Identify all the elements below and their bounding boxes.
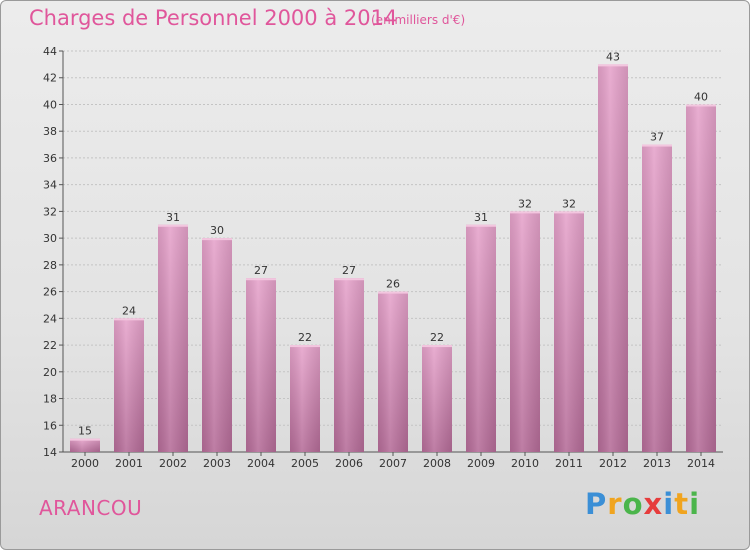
x-tick-label: 2009 (467, 457, 495, 470)
y-tick-label: 32 (43, 205, 57, 218)
bar-shade (686, 104, 716, 452)
bar-shade (334, 278, 364, 452)
y-tick-label: 24 (43, 312, 57, 325)
bar-top-highlight (686, 104, 716, 107)
data-label: 24 (122, 304, 136, 317)
logo-letter: i (663, 487, 675, 521)
y-tick-label: 40 (43, 98, 57, 111)
y-tick-label: 26 (43, 286, 57, 299)
bars (70, 64, 716, 453)
x-tick-label: 2000 (71, 457, 99, 470)
x-tick-label: 2013 (643, 457, 671, 470)
x-tick-label: 2010 (511, 457, 539, 470)
bar-top-highlight (158, 224, 188, 227)
logo-letter: r (607, 487, 623, 521)
bar-top-highlight (642, 144, 672, 147)
y-tick-label: 38 (43, 125, 57, 138)
data-label: 22 (430, 331, 444, 344)
commune-name: ARANCOU (39, 496, 143, 520)
bar-top-highlight (554, 211, 584, 214)
data-label: 37 (650, 131, 664, 144)
data-label: 26 (386, 278, 400, 291)
x-tick-label: 2007 (379, 457, 407, 470)
logo-letter: x (643, 487, 664, 521)
bar-top-highlight (334, 278, 364, 281)
chart-subtitle: (en milliers d'€) (371, 13, 466, 27)
bar-shade (378, 291, 408, 452)
data-label: 31 (166, 211, 180, 224)
x-tick-label: 2003 (203, 457, 231, 470)
bar-shade (202, 238, 232, 452)
bar-top-highlight (290, 345, 320, 348)
x-tick-label: 2006 (335, 457, 363, 470)
logo-letter: o (622, 487, 644, 521)
y-tick-label: 20 (43, 366, 57, 379)
bar-shade (114, 318, 144, 452)
data-label: 27 (254, 264, 268, 277)
x-tick-label: 2011 (555, 457, 583, 470)
bar-top-highlight (422, 345, 452, 348)
x-tick-label: 2014 (687, 457, 715, 470)
x-tick-label: 2008 (423, 457, 451, 470)
y-tick-label: 34 (43, 179, 57, 192)
y-tick-label: 42 (43, 72, 57, 85)
bar-top-highlight (466, 224, 496, 227)
proxiti-logo: Proxiti (585, 487, 700, 521)
data-label: 15 (78, 425, 92, 438)
labels: 14 16 18 20 22 24 26 28 30 32 34 36 38 40 42 44 15 2000 24… (43, 45, 715, 470)
data-label: 32 (562, 197, 576, 210)
bar-top-highlight (70, 438, 100, 441)
bar-shade (466, 224, 496, 452)
bar-top-highlight (246, 278, 276, 281)
y-tick-label: 28 (43, 259, 57, 272)
data-label: 27 (342, 264, 356, 277)
y-tick-label: 30 (43, 232, 57, 245)
y-tick-label: 22 (43, 339, 57, 352)
data-label: 43 (606, 50, 620, 63)
data-label: 32 (518, 197, 532, 210)
bar-shade (290, 345, 320, 452)
bar-shade (554, 211, 584, 452)
data-label: 31 (474, 211, 488, 224)
logo-letter: i (689, 487, 701, 521)
bar-top-highlight (202, 238, 232, 241)
y-tick-label: 36 (43, 152, 57, 165)
bar-top-highlight (378, 291, 408, 294)
y-tick-label: 14 (43, 446, 57, 459)
data-label: 40 (694, 90, 708, 103)
x-tick-label: 2012 (599, 457, 627, 470)
y-tick-label: 18 (43, 393, 57, 406)
bar-shade (158, 224, 188, 452)
x-tick-label: 2004 (247, 457, 275, 470)
y-tick-label: 16 (43, 419, 57, 432)
bar-top-highlight (114, 318, 144, 321)
bar-shade (510, 211, 540, 452)
x-tick-label: 2005 (291, 457, 319, 470)
x-tick-label: 2002 (159, 457, 187, 470)
bar-shade (422, 345, 452, 452)
bar-shade (642, 144, 672, 453)
bar-shade (70, 438, 100, 452)
y-tick-label: 44 (43, 45, 57, 58)
bar-top-highlight (598, 64, 628, 67)
bar-shade (598, 64, 628, 452)
logo-letter: t (674, 487, 690, 521)
chart-title: Charges de Personnel 2000 à 2014 (29, 6, 398, 30)
logo-letter: P (585, 487, 608, 521)
data-label: 22 (298, 331, 312, 344)
bar-shade (246, 278, 276, 452)
data-label: 30 (210, 224, 224, 237)
bar-top-highlight (510, 211, 540, 214)
x-tick-label: 2001 (115, 457, 143, 470)
